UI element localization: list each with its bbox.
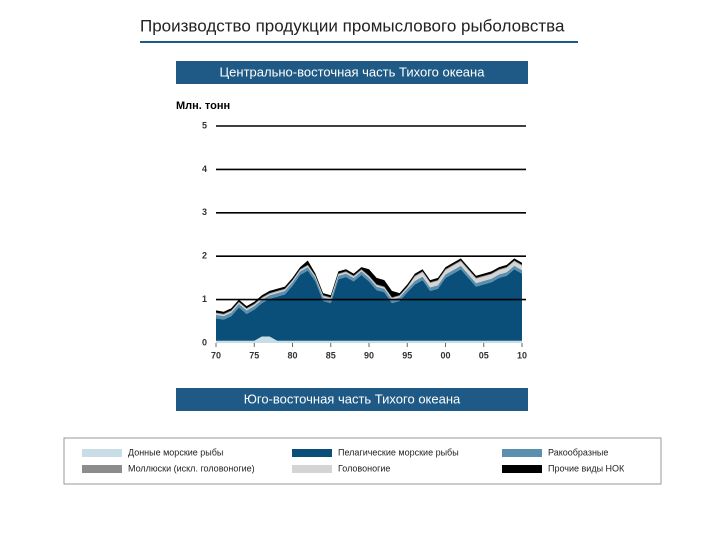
legend-label: Моллюски (искл. головоногие) (128, 463, 255, 473)
section-banner (176, 388, 528, 411)
legend-swatch (502, 465, 542, 473)
y-tick-label: 1 (202, 294, 207, 304)
legend-swatch (82, 449, 122, 457)
legend-label: Ракообразные (548, 447, 608, 457)
x-tick-label: 70 (211, 350, 221, 360)
legend-label: Пелагические морские рыбы (338, 447, 459, 457)
legend-swatch (292, 449, 332, 457)
y-tick-label: 5 (202, 120, 207, 130)
plot-areas (216, 258, 522, 343)
legend-label: Прочие виды НОК (548, 463, 625, 473)
legend-label: Головоногие (338, 463, 390, 473)
x-tick-label: 10 (517, 350, 527, 360)
y-axis-label: Млн. тонн (176, 100, 230, 112)
x-tick-label: 05 (479, 350, 489, 360)
y-tick-label: 0 (202, 337, 207, 347)
chart-banner (176, 61, 528, 84)
x-tick-label: 00 (440, 350, 450, 360)
section-title: Юго-восточная часть Тихого океана (244, 391, 461, 406)
legend-label: Донные морские рыбы (128, 447, 223, 457)
y-tick-label: 4 (202, 164, 207, 174)
x-tick-label: 95 (402, 350, 412, 360)
area (216, 269, 522, 341)
legend-swatch (292, 465, 332, 473)
legend-swatch (82, 465, 122, 473)
x-tick-label: 90 (364, 350, 374, 360)
legend-swatch (502, 449, 542, 457)
x-tick-label: 80 (287, 350, 297, 360)
legend-box (63, 437, 662, 485)
x-tick-label: 85 (326, 350, 336, 360)
x-tick-label: 75 (249, 350, 259, 360)
area (216, 336, 522, 343)
chart-title: Центрально-восточная часть Тихого океана (220, 64, 486, 79)
area (216, 258, 522, 314)
y-tick-label: 2 (202, 251, 207, 261)
page-title: Производство продукции промыслового рыбо… (140, 16, 565, 35)
y-tick-label: 3 (202, 207, 207, 217)
